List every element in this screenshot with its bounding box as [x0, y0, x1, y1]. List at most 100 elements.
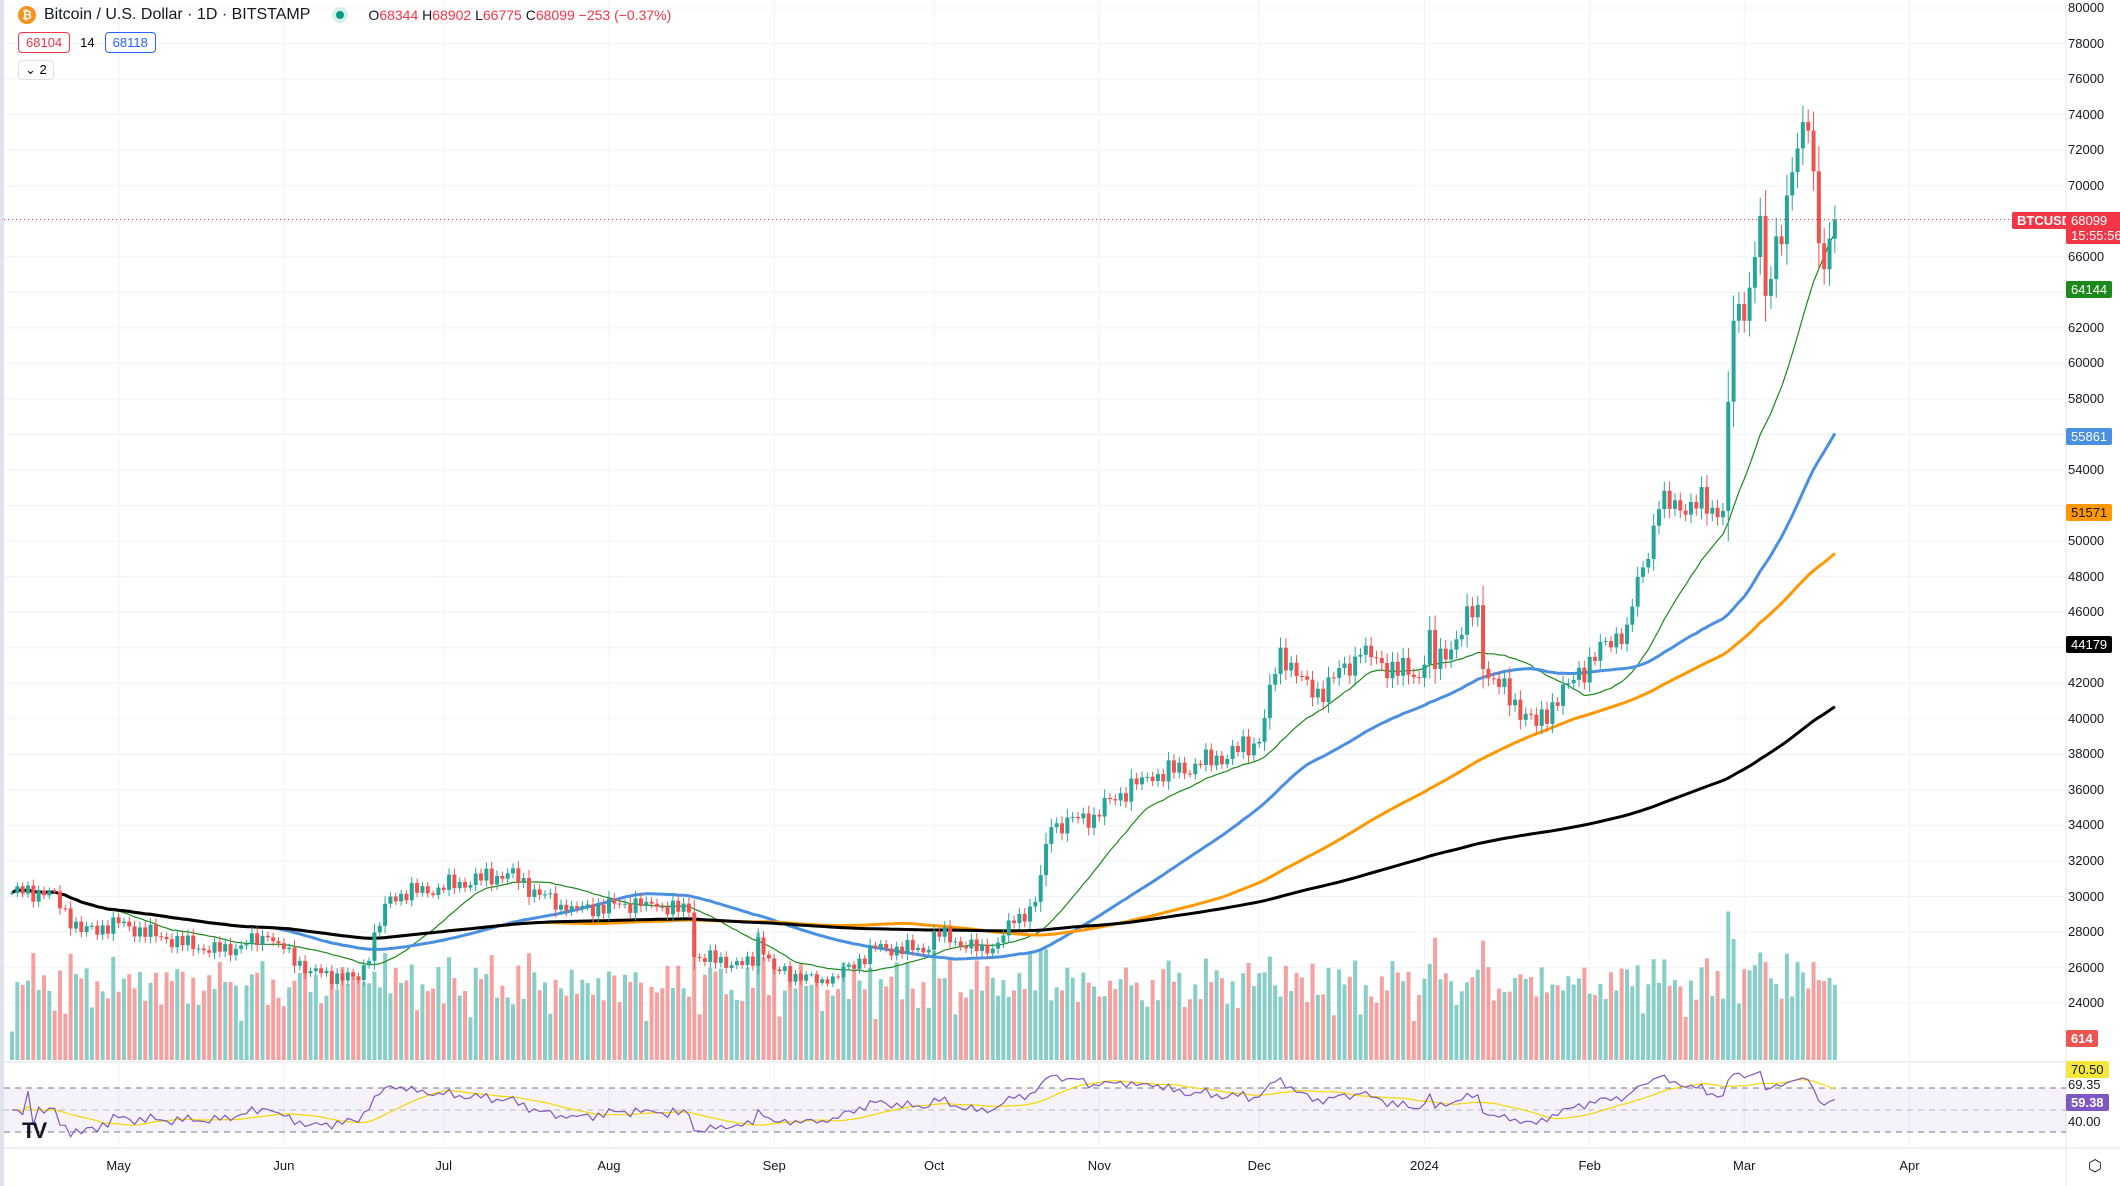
volume-bar: [708, 967, 713, 1060]
candle-body: [718, 956, 723, 963]
volume-bar: [601, 1000, 606, 1060]
candle-body: [1752, 257, 1757, 288]
volume-bar: [335, 989, 340, 1060]
rsi-value-tag: 59.38: [2066, 1094, 2109, 1111]
candle-body: [1827, 238, 1832, 270]
volume-bar: [1406, 971, 1411, 1060]
volume-bar: [15, 982, 20, 1060]
candle-body: [191, 935, 196, 950]
candle-body: [1699, 487, 1704, 509]
candle-body: [921, 947, 926, 953]
price-label: 46000: [2068, 604, 2105, 620]
volume-bar: [1070, 977, 1075, 1060]
volume-bar: [1694, 999, 1699, 1060]
candle-body: [1470, 606, 1475, 618]
candle-body: [105, 925, 110, 934]
candle-body: [1816, 171, 1821, 244]
indicators-toggle[interactable]: ⌄ 2: [18, 60, 54, 80]
volume-bar: [372, 971, 377, 1060]
candle-body: [207, 950, 212, 953]
volume-bar: [1465, 982, 1470, 1060]
volume-bar: [884, 986, 889, 1060]
volume-bar: [1832, 984, 1837, 1060]
candle-body: [1113, 799, 1118, 801]
candle-body: [239, 945, 244, 949]
candle-body: [1704, 487, 1709, 514]
market-status-icon[interactable]: [332, 7, 349, 23]
tradingview-logo[interactable]: TV: [22, 1118, 47, 1143]
symbol-title[interactable]: Bitcoin / U.S. Dollar · 1D · BITSTAMP: [44, 6, 311, 23]
volume-bar: [431, 988, 436, 1060]
volume-bar: [436, 967, 441, 1060]
candle-body: [1571, 679, 1576, 684]
candle-body: [713, 950, 718, 963]
price-label: 34000: [2068, 817, 2105, 833]
candle-body: [724, 956, 729, 968]
volume-bar: [996, 995, 1001, 1060]
volume-bar: [281, 1006, 286, 1060]
candle-body: [548, 893, 553, 895]
candle-body: [1081, 813, 1086, 819]
sell-button[interactable]: 68104: [18, 32, 71, 53]
candle-body: [1427, 629, 1432, 665]
candle-body: [894, 946, 899, 956]
volume-bar: [1672, 980, 1677, 1060]
candle-body: [281, 943, 286, 950]
settings-icon[interactable]: ⬡: [2088, 1158, 2102, 1175]
buy-button[interactable]: 68118: [104, 32, 156, 53]
volume-bar: [196, 1004, 201, 1060]
candle-body: [313, 968, 318, 972]
volume-bar: [644, 1020, 649, 1060]
candle-body: [89, 925, 94, 927]
candle-body: [1225, 758, 1230, 765]
volume-bar: [383, 952, 388, 1060]
volume-bar: [660, 988, 665, 1060]
candle-body: [873, 945, 878, 949]
volume-bar: [1395, 972, 1400, 1060]
candle-body: [57, 891, 62, 909]
candle-body: [15, 886, 20, 893]
candle-body: [1491, 678, 1496, 680]
candle-body: [596, 904, 601, 917]
candle-body: [1513, 699, 1518, 706]
candle-body: [676, 900, 681, 912]
volume-bar: [686, 996, 691, 1060]
candle-body: [1369, 645, 1374, 658]
candle-body: [1832, 219, 1837, 239]
volume-bar: [772, 969, 777, 1060]
volume-bar: [185, 1003, 190, 1060]
volume-bar: [1566, 976, 1571, 1060]
time-label: Oct: [923, 1158, 945, 1173]
candle-body: [1678, 500, 1683, 511]
candle-body: [1006, 920, 1011, 936]
volume-bar: [1561, 990, 1566, 1060]
volume-bar: [308, 991, 313, 1060]
volume-bar: [111, 956, 116, 1060]
candle-body: [1209, 749, 1214, 766]
volume-bar: [1086, 982, 1091, 1060]
volume-bar: [910, 988, 915, 1060]
candle-body: [953, 941, 958, 943]
volume-bar: [868, 967, 873, 1060]
volume-bar: [1267, 956, 1272, 1060]
candle-body: [1731, 320, 1736, 402]
candle-body: [132, 926, 137, 937]
volume-bar: [606, 971, 611, 1060]
candle-body: [628, 903, 633, 913]
volume-bar: [489, 955, 494, 1060]
candle-body: [622, 903, 627, 905]
volume-bar: [1507, 991, 1512, 1060]
candle-body: [329, 970, 334, 984]
volume-bar: [1486, 967, 1491, 1060]
volume-bar: [1203, 958, 1208, 1060]
price-chart-canvas[interactable]: [4, 0, 2120, 1186]
candle-body: [1102, 797, 1107, 817]
candle-body: [537, 889, 542, 895]
price-label: 58000: [2068, 390, 2105, 406]
candle-body: [137, 927, 142, 937]
candle-body: [990, 948, 995, 954]
volume-bar: [878, 979, 883, 1060]
candle-body: [1065, 817, 1070, 834]
time-label: Dec: [1247, 1158, 1271, 1173]
